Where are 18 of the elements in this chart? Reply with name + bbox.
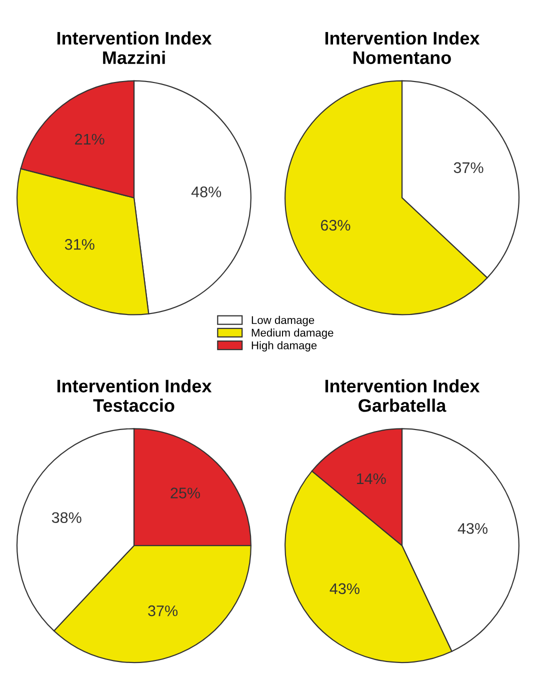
chart-title: Intervention Index Nomentano [325,31,480,64]
data-label: 38% [52,512,82,524]
data-label: 37% [454,162,484,174]
data-label: 14% [357,473,386,484]
data-label: 43% [330,583,360,594]
chart-title: Intervention Index Mazzini [57,31,212,64]
chart-title: Intervention Index Garbatella [325,379,480,412]
data-label: 31% [64,239,94,250]
data-label: 48% [191,186,222,198]
data-label: 63% [320,220,350,231]
data-label: 21% [75,134,104,145]
legend-label: High damage [252,341,317,352]
data-label: 25% [170,488,200,498]
data-label: 43% [458,523,488,534]
chart-title: Intervention Index Testaccio [57,379,212,412]
data-label: 37% [148,605,178,616]
legend-label: Low damage [252,316,314,326]
legend-label: Medium damage [252,328,334,339]
